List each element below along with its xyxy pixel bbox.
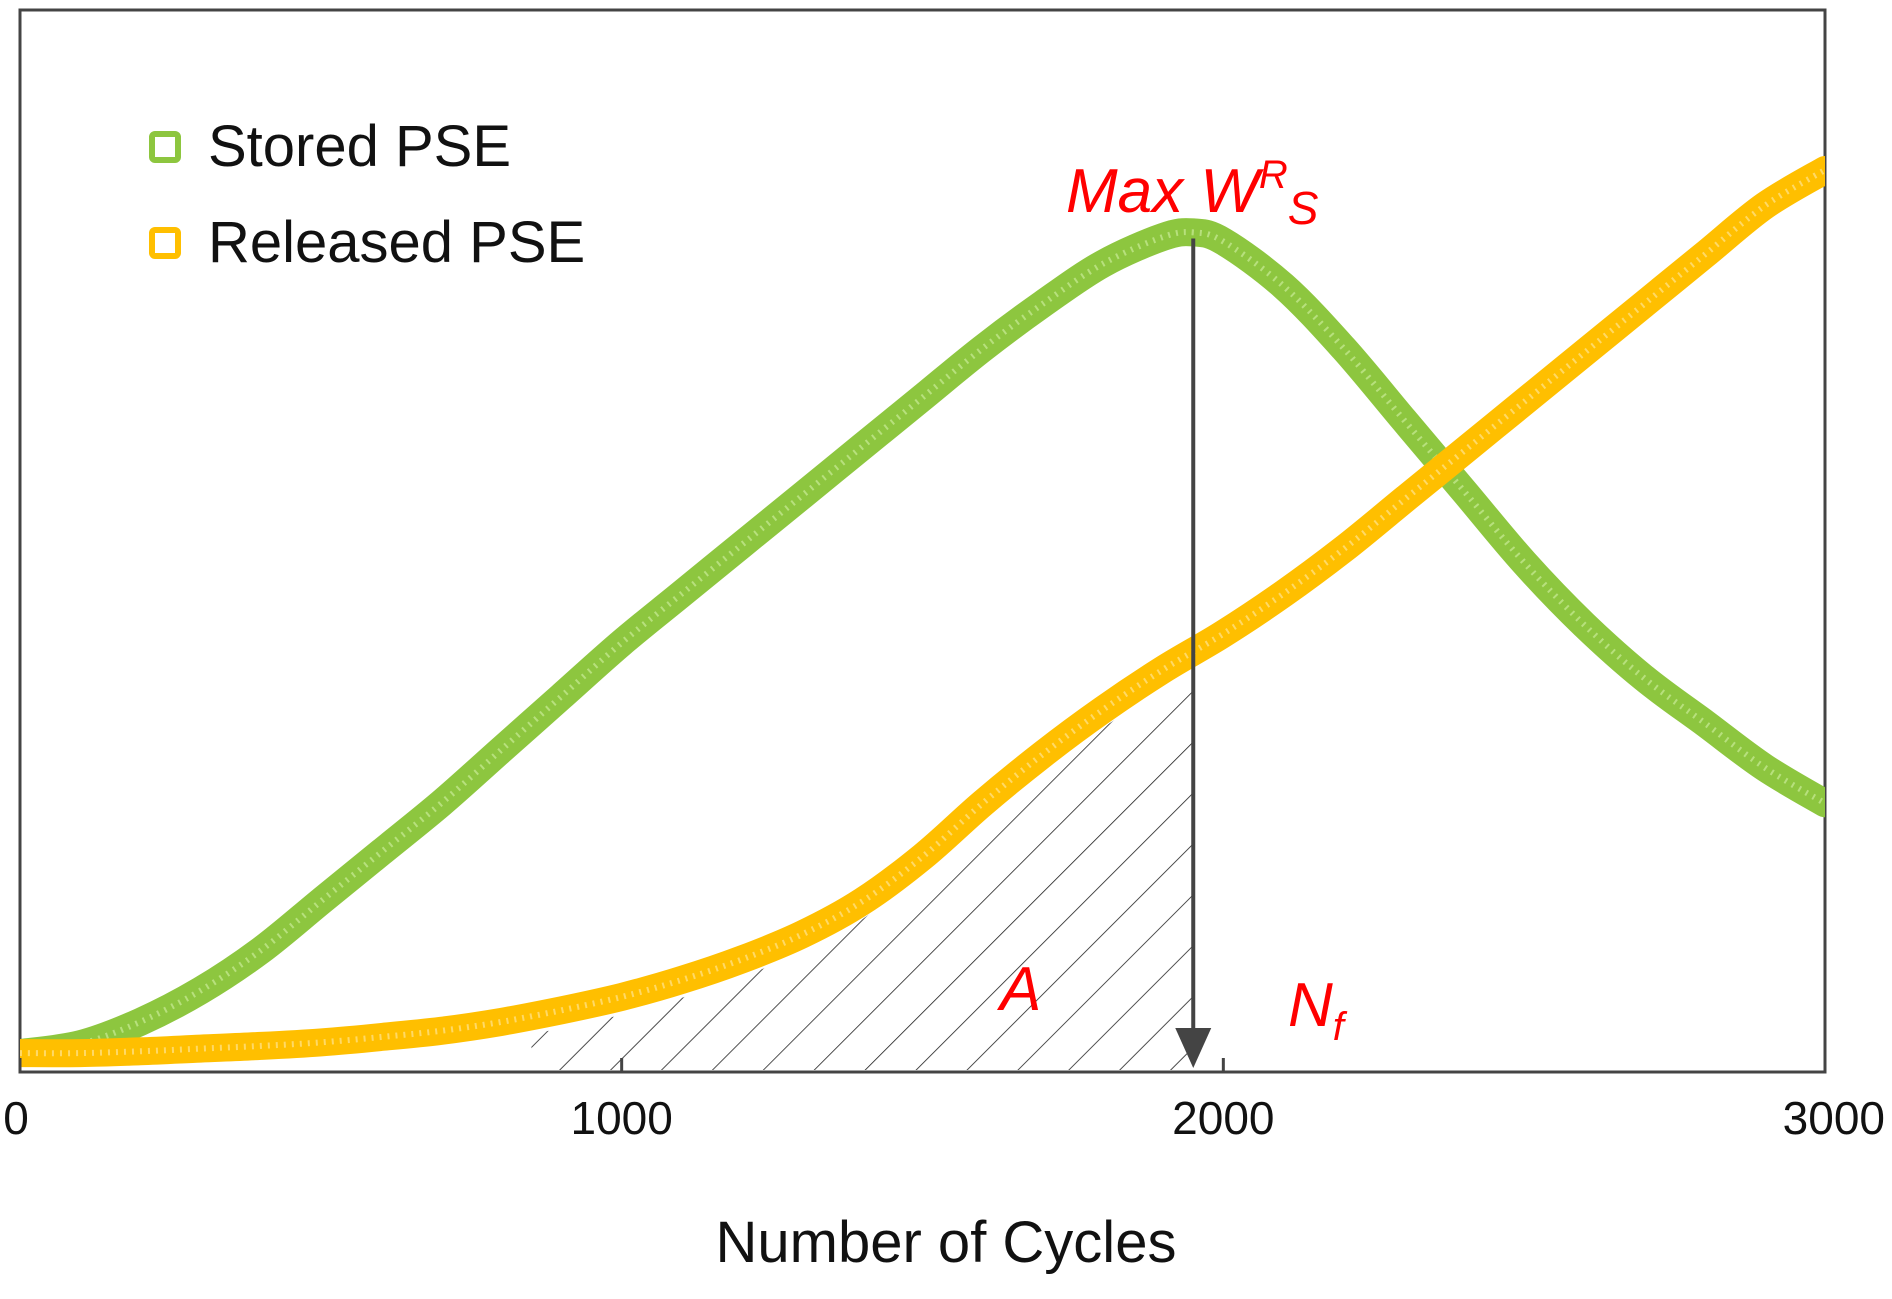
annotation-max-ws-sup: R	[1259, 153, 1288, 197]
x-tick-label-3000: 3000	[1783, 1092, 1885, 1144]
annotation-nf-sub: f	[1333, 1005, 1348, 1049]
legend-label-stored-pse: Stored PSE	[208, 114, 511, 179]
annotation-nf-main: N	[1288, 971, 1333, 1040]
x-axis-label: Number of Cycles	[716, 1210, 1177, 1275]
annotation-max-ws: Max WRS	[1066, 153, 1319, 234]
max-arrow-head	[1175, 1028, 1212, 1068]
x-tick-label-0: 0	[3, 1092, 29, 1144]
series-stored-pse-marker-core	[20, 229, 1825, 1057]
annotation-nf: Nf	[1288, 971, 1348, 1049]
series-released-pse-marker-core	[20, 167, 1825, 1057]
x-axis-ticks: 0 1000 2000 3000	[3, 1058, 1885, 1144]
legend-marker-released-pse	[149, 227, 181, 259]
annotation-max-ws-sub: S	[1288, 182, 1319, 234]
legend: Stored PSE Released PSE	[149, 114, 585, 275]
x-tick-label-1000: 1000	[570, 1092, 672, 1144]
annotation-area-a: A	[996, 955, 1041, 1024]
legend-marker-stored-pse	[149, 131, 181, 163]
annotation-max-ws-main: Max W	[1066, 157, 1264, 226]
shaded-area-a	[531, 669, 1194, 1070]
plot-area-frame	[18, 8, 1827, 1074]
legend-label-released-pse: Released PSE	[208, 210, 585, 275]
x-tick-label-2000: 2000	[1172, 1092, 1274, 1144]
